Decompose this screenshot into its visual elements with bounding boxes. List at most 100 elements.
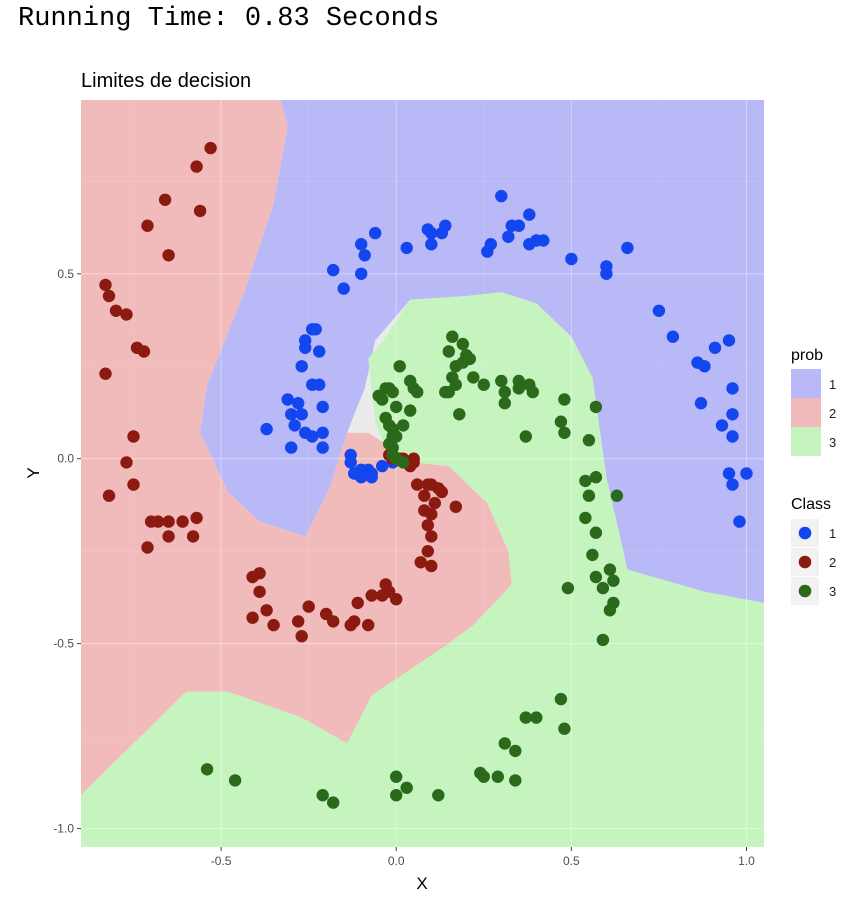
data-point-class-1 [512, 219, 525, 232]
data-point-class-1 [726, 430, 739, 443]
data-point-class-1 [425, 238, 438, 251]
data-point-class-2 [365, 589, 378, 602]
data-point-class-2 [425, 530, 438, 543]
data-point-class-1 [285, 408, 298, 421]
data-point-class-1 [523, 208, 536, 221]
legend-prob-key-2 [791, 398, 821, 427]
data-point-class-3 [446, 330, 459, 343]
data-point-class-1 [376, 459, 389, 473]
data-point-class-1 [708, 341, 722, 354]
data-point-class-1 [435, 226, 448, 240]
data-point-class-2 [246, 570, 259, 584]
data-point-class-2 [295, 630, 308, 643]
data-point-class-3 [390, 789, 403, 802]
data-point-class-3 [526, 385, 539, 399]
data-point-class-1 [313, 378, 326, 391]
data-point-class-2 [176, 515, 189, 528]
x-axis-label: X [416, 874, 427, 893]
data-point-class-2 [120, 456, 133, 469]
data-point-class-2 [158, 193, 172, 206]
data-point-class-1 [285, 441, 298, 454]
data-point-class-2 [348, 615, 361, 628]
data-point-class-1 [337, 282, 350, 295]
data-point-class-1 [740, 467, 753, 480]
data-point-class-1 [358, 249, 371, 262]
data-point-class-3 [586, 548, 599, 562]
data-point-class-3 [554, 692, 568, 706]
data-point-class-2 [411, 478, 424, 491]
data-point-class-1 [344, 456, 357, 469]
data-point-class-3 [579, 474, 592, 488]
region-1-area [200, 100, 765, 603]
data-point-class-3 [404, 404, 417, 417]
data-point-class-1 [726, 382, 739, 395]
data-point-class-1 [295, 360, 308, 373]
region-2-area [81, 100, 512, 796]
y-axis-label: Y [24, 467, 43, 478]
data-point-class-1 [722, 467, 736, 480]
data-point-class-3 [509, 774, 522, 787]
legend-class-label-3: 3 [829, 584, 836, 599]
data-point-class-3 [400, 781, 413, 794]
data-point-class-3 [442, 345, 455, 358]
data-point-class-2 [260, 604, 273, 617]
data-point-class-1 [316, 426, 329, 439]
data-point-class-1 [299, 341, 312, 354]
data-point-class-3 [327, 796, 340, 809]
legend-class-title: Class [791, 496, 831, 513]
data-point-class-2 [425, 559, 438, 573]
y-tick-label: -1.0 [53, 822, 74, 836]
data-point-class-3 [603, 563, 617, 576]
data-point-class-1 [621, 241, 634, 255]
data-point-class-1 [313, 345, 326, 358]
data-point-class-3 [554, 415, 568, 428]
data-point-class-3 [477, 770, 490, 783]
data-point-class-3 [439, 385, 452, 399]
data-point-class-1 [481, 245, 494, 258]
data-point-class-3 [456, 337, 469, 351]
data-point-class-1 [288, 419, 301, 432]
data-point-class-2 [292, 615, 305, 628]
y-axis-ticks: 0.5 0.0 -0.5 -1.0 [53, 267, 81, 836]
data-point-class-3 [453, 408, 466, 421]
data-point-class-2 [137, 345, 151, 358]
data-point-class-3 [582, 489, 596, 502]
data-point-class-1 [694, 397, 708, 410]
legend: prob 1 2 3 Class 1 2 3 [791, 347, 836, 605]
data-point-class-2 [351, 596, 364, 610]
data-point-class-1 [355, 267, 368, 280]
data-point-class-3 [200, 763, 214, 776]
data-point-class-1 [652, 304, 666, 317]
data-point-class-3 [589, 400, 603, 414]
y-tick-label: -0.5 [53, 637, 74, 651]
data-point-class-3 [607, 596, 620, 610]
data-point-class-3 [519, 430, 532, 443]
data-point-class-1 [565, 252, 578, 266]
data-point-class-2 [162, 249, 175, 262]
x-axis-ticks: -0.5 0.0 0.5 1.0 [211, 847, 755, 868]
legend-prob-label-2: 2 [829, 406, 836, 421]
data-point-class-3 [316, 789, 329, 802]
data-point-class-2 [246, 611, 259, 624]
data-point-class-2 [418, 504, 431, 517]
data-point-class-3 [607, 574, 620, 587]
data-point-class-1 [733, 515, 746, 528]
data-point-class-2 [127, 478, 140, 491]
data-point-class-2 [425, 478, 438, 491]
data-point-class-2 [253, 585, 266, 598]
data-point-class-1 [722, 334, 736, 347]
data-point-class-3 [589, 570, 603, 584]
legend-prob-label-3: 3 [829, 435, 836, 450]
data-point-class-1 [726, 408, 739, 421]
data-point-class-2 [120, 308, 133, 321]
data-point-class-2 [162, 515, 175, 528]
x-tick-label: 0.0 [388, 854, 405, 868]
data-point-class-2 [428, 496, 441, 510]
legend-prob-label-1: 1 [829, 377, 836, 392]
data-point-class-1 [292, 397, 305, 410]
data-point-class-3 [596, 581, 610, 595]
data-point-class-1 [369, 226, 382, 240]
data-point-class-2 [193, 204, 207, 218]
data-point-class-1 [600, 267, 613, 280]
